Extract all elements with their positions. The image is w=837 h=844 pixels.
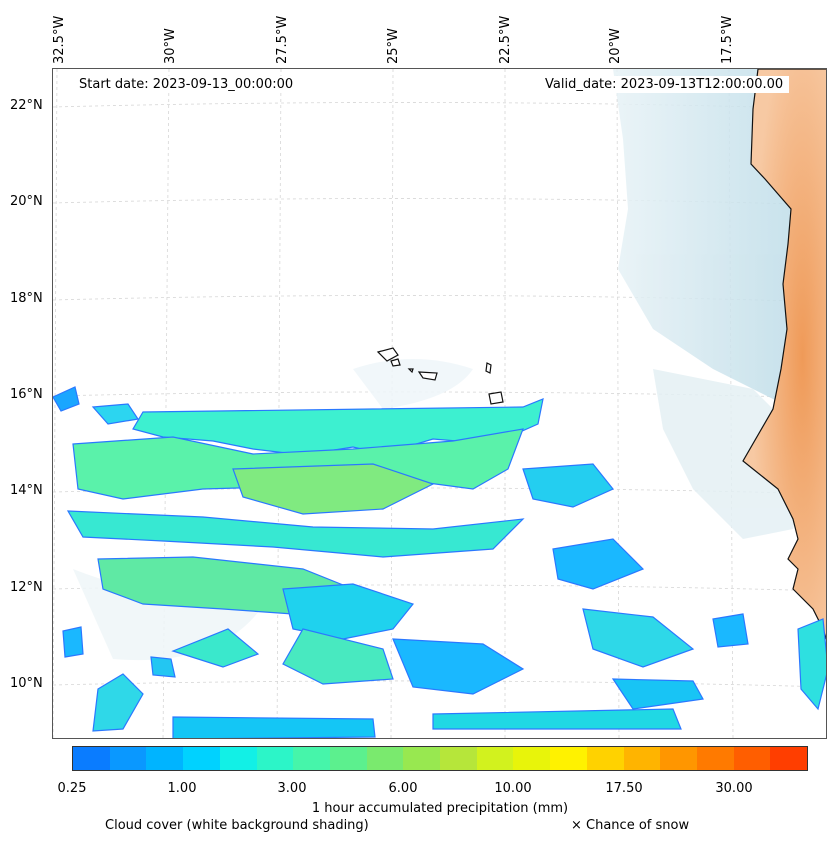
- colorbar-tick: 10.00: [494, 781, 532, 796]
- colorbar-tick: 0.25: [57, 781, 87, 796]
- lon-label: 22.5°W: [498, 15, 513, 64]
- lon-label: 20°W: [608, 28, 623, 64]
- lon-label: 25°W: [386, 28, 401, 64]
- lon-label: 17.5°W: [720, 15, 735, 64]
- colorbar-tick: 17.50: [605, 781, 643, 796]
- lat-label: 18°N: [10, 291, 43, 306]
- colorbar-swatch: [403, 747, 441, 770]
- colorbar-swatch: [550, 747, 587, 770]
- colorbar-swatch: [476, 747, 514, 770]
- colorbar-tick: 3.00: [277, 781, 307, 796]
- map-canvas: [53, 69, 826, 738]
- lat-label: 22°N: [10, 98, 43, 113]
- start-date-label: Start date: 2023-09-13_00:00:00: [73, 76, 300, 93]
- colorbar-title: 1 hour accumulated precipitation (mm): [311, 801, 569, 816]
- cloud-cover-note: Cloud cover (white background shading): [105, 818, 369, 833]
- lon-label: 30°W: [163, 28, 178, 64]
- colorbar-swatch: [586, 747, 624, 770]
- colorbar-swatch: [256, 747, 294, 770]
- lon-label: 32.5°W: [52, 15, 67, 64]
- cape-verde-islands: [376, 347, 504, 405]
- colorbar-swatch: [513, 747, 551, 770]
- lat-label: 16°N: [10, 387, 43, 402]
- colorbar-swatch: [146, 747, 184, 770]
- colorbar-swatch: [109, 747, 147, 770]
- colorbar-swatch: [73, 747, 110, 770]
- snow-chance-note: × Chance of snow: [571, 818, 690, 833]
- colorbar-swatch: [733, 747, 771, 770]
- precipitation-field: [53, 386, 826, 738]
- colorbar-swatch: [329, 747, 367, 770]
- colorbar-tick: 1.00: [167, 781, 197, 796]
- colorbar-swatch: [623, 747, 661, 770]
- colorbar-swatch: [293, 747, 330, 770]
- lon-label: 27.5°W: [275, 15, 290, 64]
- lat-label: 20°N: [10, 194, 43, 209]
- colorbar-tick: 6.00: [388, 781, 418, 796]
- land-mass: [742, 69, 826, 640]
- lat-label: 10°N: [10, 676, 43, 691]
- colorbar-swatch: [366, 747, 404, 770]
- lat-label: 12°N: [10, 580, 43, 595]
- precipitation-colorbar: [72, 746, 808, 771]
- colorbar-swatch: [696, 747, 734, 770]
- map-panel[interactable]: [52, 68, 827, 739]
- lat-label: 14°N: [10, 483, 43, 498]
- colorbar-swatch: [440, 747, 477, 770]
- valid-date-label: Valid_date: 2023-09-13T12:00:00.00: [539, 76, 790, 93]
- colorbar-swatch: [660, 747, 697, 770]
- colorbar-swatch: [183, 747, 220, 770]
- colorbar-swatch: [770, 747, 808, 770]
- colorbar-tick: 30.00: [715, 781, 753, 796]
- colorbar-swatch: [219, 747, 257, 770]
